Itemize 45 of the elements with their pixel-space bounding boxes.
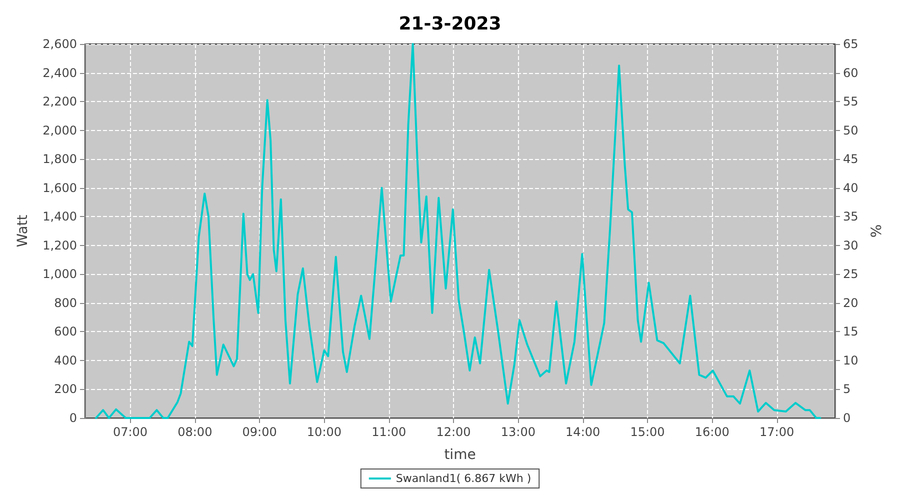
y-tick-label: 1,200 (42, 238, 77, 252)
y2-tick-label: 30 (843, 238, 858, 252)
y2-tick-label: 35 (843, 210, 858, 224)
y-tick-label: 1,800 (42, 152, 77, 166)
y2-tick-label: 25 (843, 267, 858, 282)
x-tick-label: 08:00 (178, 425, 212, 439)
y2-tick-label: 50 (843, 123, 858, 138)
x-axis-title: time (444, 447, 476, 463)
x-tick-label: 17:00 (760, 425, 794, 439)
y2-tick-label: 40 (843, 180, 858, 195)
legend-label: Swanland1( 6.867 kWh ) (396, 472, 532, 485)
y2-tick-label: 0 (843, 411, 851, 425)
y2-tick-label: 60 (843, 66, 858, 80)
y2-axis-title: % (869, 224, 885, 238)
y-tick-label: 2,000 (42, 123, 77, 138)
y-tick-label: 1,000 (42, 267, 77, 282)
x-tick-label: 10:00 (306, 425, 342, 439)
y2-tick-label: 45 (843, 152, 858, 166)
x-tick-label: 13:00 (500, 425, 536, 439)
x-tick-label: 11:00 (372, 425, 406, 439)
y-tick-label: 200 (54, 382, 77, 396)
y2-tick-label: 65 (843, 37, 858, 51)
chart-title: 21-3-2023 (398, 14, 502, 34)
x-tick-label: 12:00 (436, 425, 471, 439)
y-tick-label: 600 (54, 324, 77, 339)
x-tick-label: 16:00 (694, 425, 730, 439)
y-tick-label: 2,200 (42, 94, 77, 109)
y-axis-title: Watt (15, 214, 31, 248)
y2-tick-label: 10 (843, 353, 858, 368)
x-tick-label: 07:00 (112, 425, 148, 439)
x-tick-label: 09:00 (242, 425, 277, 439)
y-tick-label: 2,600 (42, 37, 77, 51)
y2-tick-label: 20 (843, 296, 858, 310)
y-tick-label: 400 (54, 353, 77, 368)
y-tick-label: 800 (54, 296, 77, 310)
line-series (94, 43, 822, 419)
y-tick-label: 1,600 (42, 180, 77, 195)
y-tick-label: 2,400 (42, 66, 77, 80)
x-tick-label: 15:00 (630, 425, 665, 439)
y-tick-label: 1,400 (42, 210, 77, 224)
y2-tick-label: 55 (843, 94, 858, 109)
y2-tick-label: 15 (843, 324, 858, 339)
y2-tick-label: 5 (843, 382, 851, 396)
x-tick-label: 14:00 (566, 425, 600, 439)
y-tick-label: 0 (69, 411, 77, 425)
